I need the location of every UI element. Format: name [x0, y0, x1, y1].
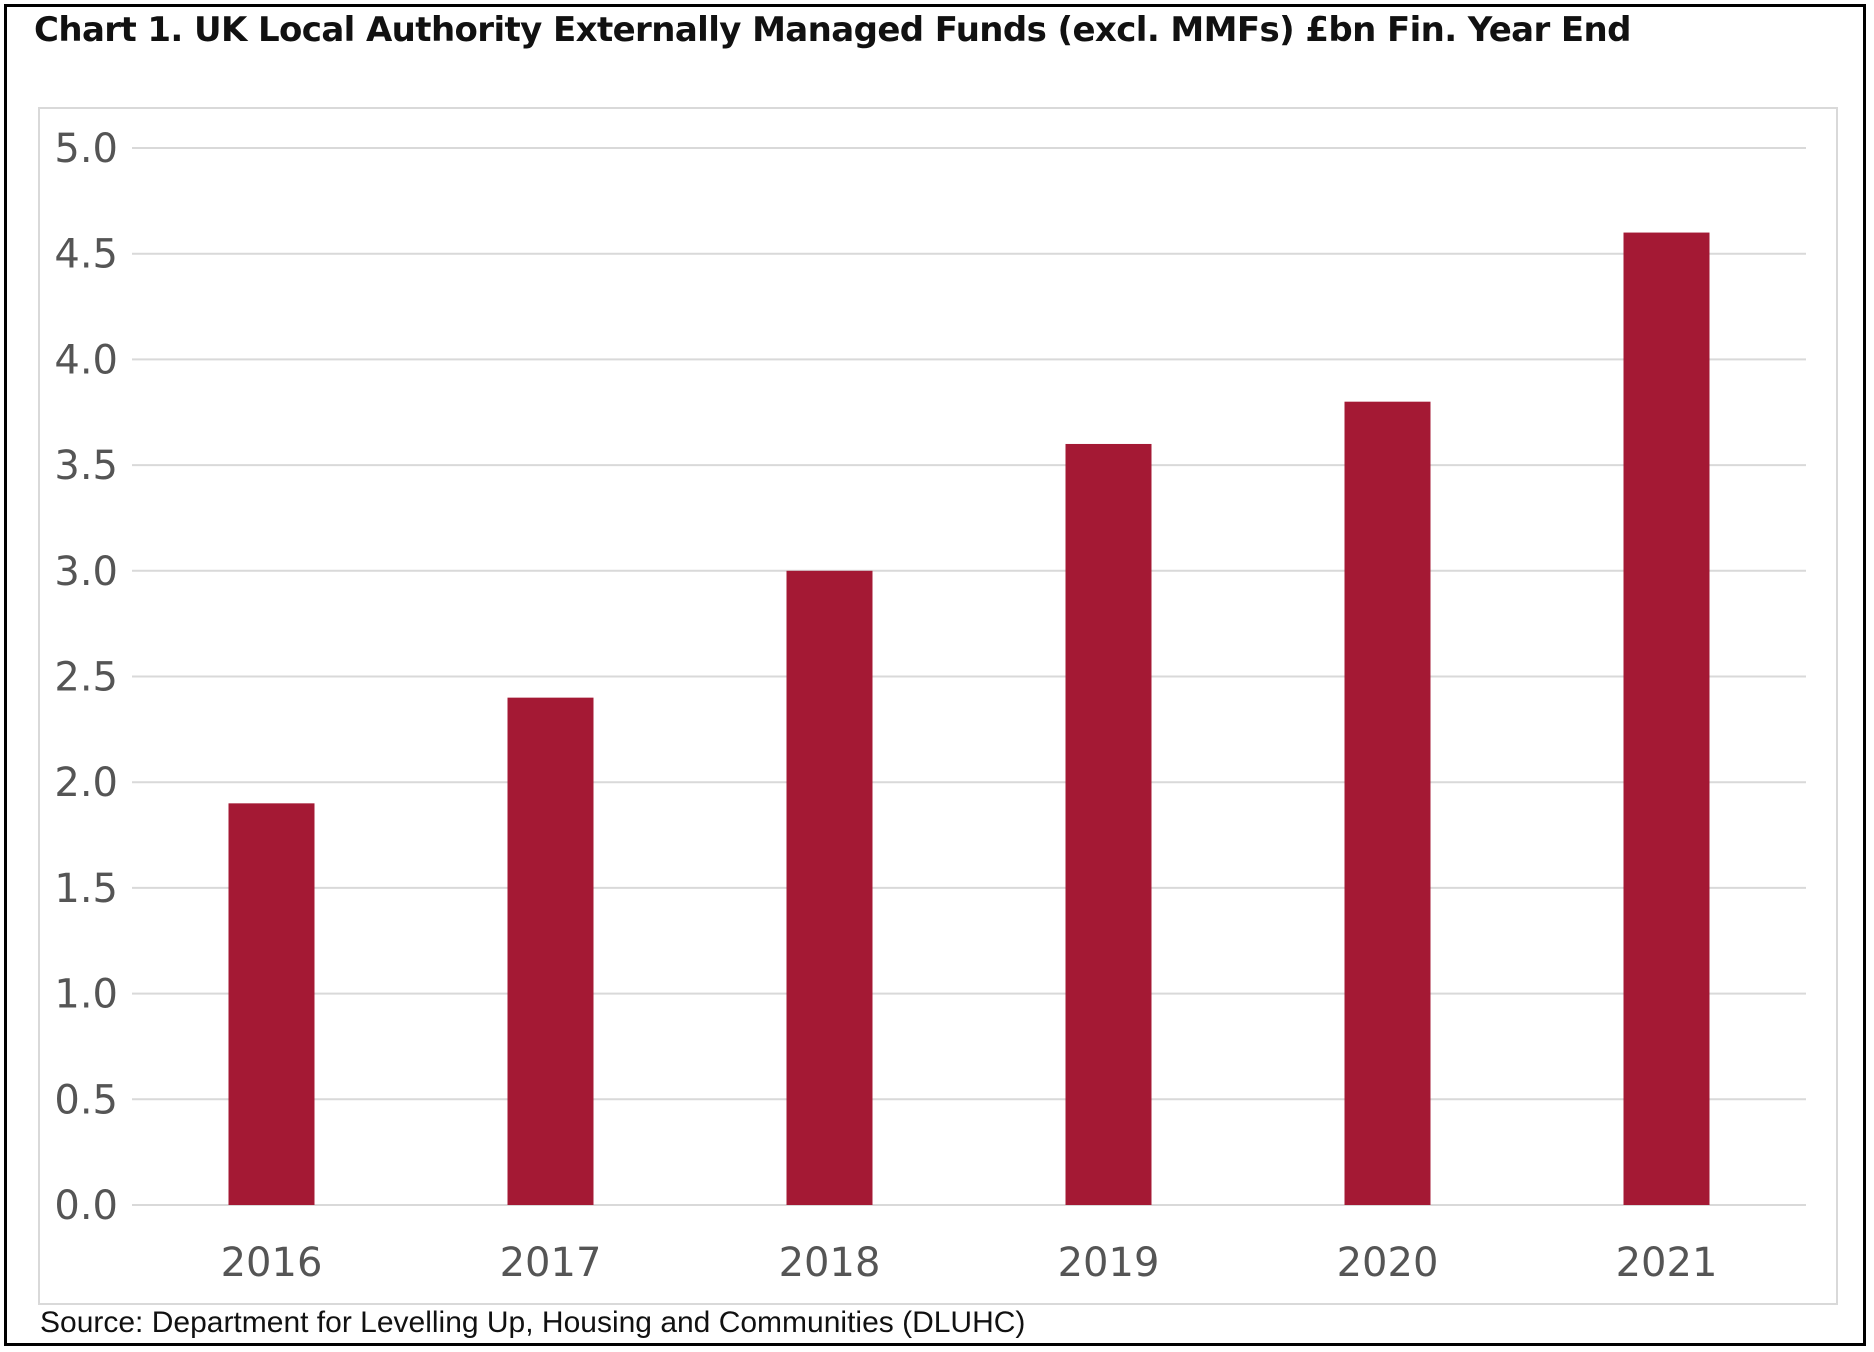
bar-2016: [228, 803, 315, 1205]
bar-2018: [786, 570, 873, 1205]
plot-area-border: [38, 107, 1838, 1305]
x-axis-tick-labels: 2016 2017 2018 2019 2020 2021: [221, 1240, 1718, 1286]
y-tick-label: 5.0: [54, 126, 118, 172]
y-tick-label: 1.5: [54, 866, 118, 912]
y-tick-label: 0.0: [54, 1183, 118, 1229]
x-tick-label: 2019: [1058, 1240, 1160, 1286]
chart-title: Chart 1. UK Local Authority Externally M…: [34, 10, 1631, 50]
y-tick-label: 1.0: [54, 972, 118, 1018]
y-tick-label: 2.0: [54, 760, 118, 806]
x-tick-label: 2016: [221, 1240, 323, 1286]
gridlines: [132, 147, 1806, 1206]
x-tick-label: 2020: [1337, 1240, 1439, 1286]
y-tick-label: 0.5: [54, 1077, 118, 1123]
bars: [228, 232, 1710, 1206]
y-tick-label: 4.0: [54, 337, 118, 383]
x-tick-label: 2021: [1616, 1240, 1718, 1286]
y-tick-label: 3.5: [54, 443, 118, 489]
x-tick-label: 2018: [779, 1240, 881, 1286]
bar-2019: [1065, 443, 1152, 1206]
y-tick-label: 3.0: [54, 549, 118, 595]
bar-2021: [1623, 232, 1710, 1205]
y-axis-tick-labels: 0.0 0.5 1.0 1.5 2.0 2.5 3.0 3.5 4.0 4.5 5.0: [54, 126, 118, 1229]
x-tick-label: 2017: [500, 1240, 602, 1286]
bar-2020: [1344, 401, 1431, 1205]
y-tick-label: 2.5: [54, 655, 118, 701]
source-note: Source: Department for Levelling Up, Hou…: [40, 1306, 1026, 1339]
y-tick-label: 4.5: [54, 232, 118, 278]
bar-2017: [507, 697, 594, 1205]
